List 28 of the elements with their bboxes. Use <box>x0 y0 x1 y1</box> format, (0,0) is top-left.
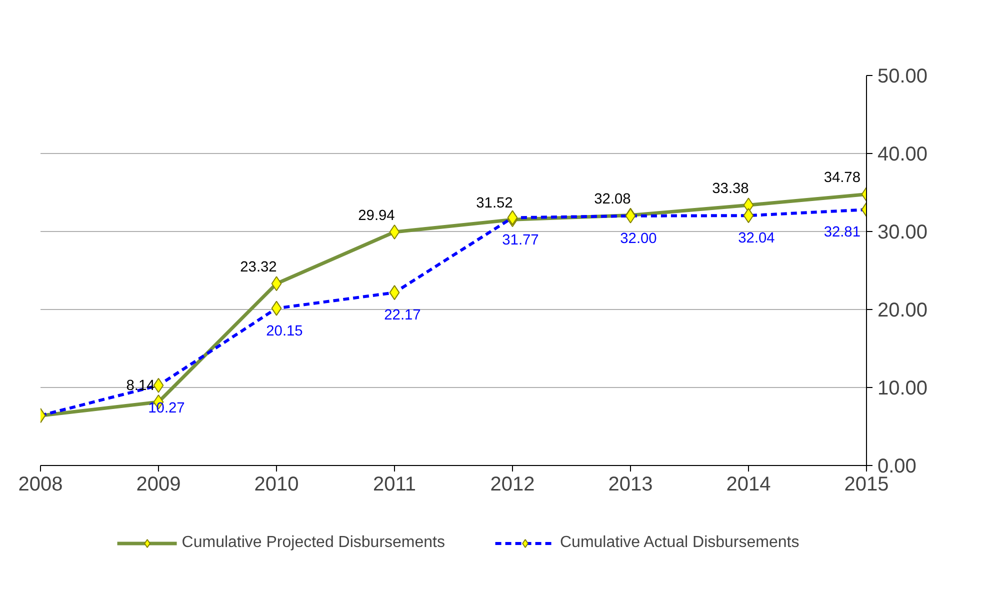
data-label: 10.27 <box>148 400 185 416</box>
x-tick-label: 2012 <box>490 474 535 496</box>
x-tick-label: 2010 <box>254 474 299 496</box>
data-label: 20.15 <box>266 323 303 340</box>
legend-label: Cumulative Actual Disbursements <box>560 534 800 552</box>
data-label: 23.32 <box>240 260 277 276</box>
data-label: 29.94 <box>358 208 395 224</box>
data-label: 33.38 <box>712 181 749 198</box>
y-tick-label: 30.00 <box>878 222 928 244</box>
data-label: 32.81 <box>824 224 861 241</box>
x-tick-label: 2014 <box>726 474 771 496</box>
legend-label: Cumulative Projected Disbursements <box>182 534 445 552</box>
data-label: 32.04 <box>738 230 775 247</box>
data-label: 22.17 <box>384 308 421 324</box>
data-label: 31.77 <box>502 232 539 249</box>
y-tick-label: 20.00 <box>878 300 928 322</box>
data-label: 8.14 <box>126 378 155 394</box>
x-tick-label: 2009 <box>136 474 181 496</box>
data-label: 31.52 <box>476 196 513 212</box>
data-label: 32.00 <box>620 230 657 247</box>
y-tick-label: 50.00 <box>878 66 928 88</box>
x-tick-label: 2011 <box>372 474 416 496</box>
x-tick-label: 2013 <box>608 474 653 496</box>
data-label: 34.78 <box>824 170 861 186</box>
data-label: 32.08 <box>594 191 631 208</box>
x-tick-label: 2008 <box>18 474 63 496</box>
y-tick-label: 10.00 <box>878 378 928 400</box>
y-tick-label: 40.00 <box>878 144 928 166</box>
